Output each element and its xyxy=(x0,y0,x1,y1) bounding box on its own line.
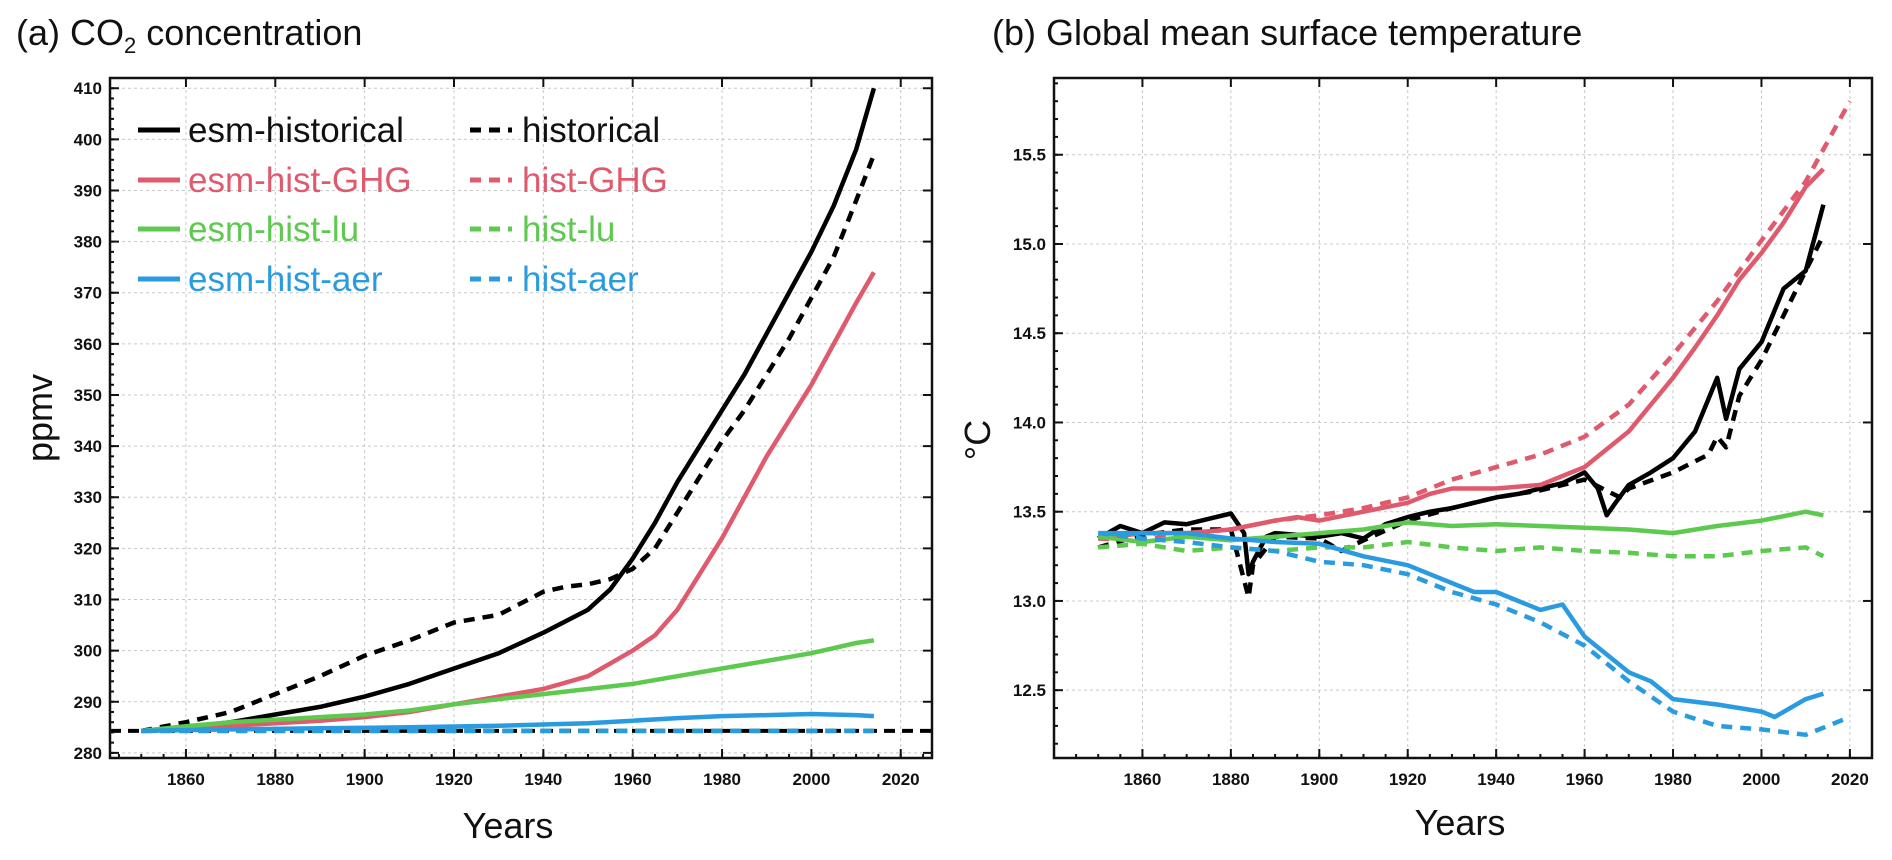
x-tick-label: 2000 xyxy=(792,770,830,789)
series-line-esm-hist-aer xyxy=(1098,530,1825,720)
y-tick-label: 14.0 xyxy=(1013,413,1046,432)
x-tick-label: 2020 xyxy=(1831,770,1869,789)
legend-label-esm-hist-aer: esm-hist-aer xyxy=(188,260,383,299)
series-line-historical xyxy=(140,153,876,734)
panel-b-ylabel: °C xyxy=(957,420,998,460)
x-tick-label: 1960 xyxy=(1566,770,1604,789)
y-tick-label: 310 xyxy=(74,591,102,610)
panel-b-title: (b) Global mean surface temperature xyxy=(992,12,1582,53)
series-line-esm-hist-ghg xyxy=(1097,167,1825,541)
series-line-esm-historical xyxy=(141,87,877,734)
panel-b-ticks: 1860 1880 1900 1920 1940 1960 1980 2000 2020 12.5… xyxy=(1013,78,1873,789)
y-tick-label: 380 xyxy=(74,233,102,252)
series-line-hist-aer xyxy=(1097,530,1851,738)
panel-b-series xyxy=(1097,100,1852,738)
legend-label-esm-hist-lu: esm-hist-lu xyxy=(188,210,359,249)
panel-a-legend: esm-historical esm-hist-GHG esm-hist-lu esm… xyxy=(138,111,668,299)
legend-label-esm-historical: esm-historical xyxy=(188,111,404,150)
legend-label-historical: historical xyxy=(522,111,660,150)
panel-a-ticks: 1860 1880 1900 1920 1940 1960 1980 2000 2020 280 2… xyxy=(74,77,932,789)
x-tick-label: 1940 xyxy=(1477,770,1515,789)
panel-a-title: (a) CO2 concentration xyxy=(16,12,362,58)
x-tick-label: 2000 xyxy=(1743,770,1781,789)
x-tick-label: 1860 xyxy=(1124,770,1162,789)
x-tick-label: 1860 xyxy=(167,770,205,789)
y-tick-label: 14.5 xyxy=(1013,324,1046,343)
series-line-hist-lu xyxy=(1098,539,1825,559)
panel-a-xlabel: Years xyxy=(463,805,554,846)
y-tick-label: 360 xyxy=(74,335,102,354)
series-line-historical xyxy=(1097,234,1826,600)
plot-area xyxy=(110,87,932,734)
panel-a-grid xyxy=(110,78,932,758)
legend-label-hist-aer: hist-aer xyxy=(522,260,639,299)
x-tick-label: 1960 xyxy=(614,770,652,789)
series-line-esm-hist-ghg xyxy=(141,271,876,734)
y-tick-label: 370 xyxy=(74,284,102,303)
x-tick-label: 1920 xyxy=(435,770,473,789)
y-tick-label: 12.5 xyxy=(1013,681,1046,700)
y-tick-label: 15.5 xyxy=(1013,146,1046,165)
panel-a: (a) CO2 concentration 1860 1880 1900 1920 19… xyxy=(16,12,934,846)
legend-label-hist-ghg: hist-GHG xyxy=(522,161,668,200)
x-tick-label: 1920 xyxy=(1389,770,1427,789)
series-line-esm-hist-aer xyxy=(141,711,875,734)
y-tick-label: 340 xyxy=(74,437,102,456)
x-tick-label: 1900 xyxy=(1300,770,1338,789)
y-tick-label: 280 xyxy=(74,744,102,763)
panel-b-xlabel: Years xyxy=(1415,802,1506,843)
x-tick-label: 1900 xyxy=(346,770,384,789)
y-tick-label: 15.0 xyxy=(1013,235,1046,254)
series-line-esm-hist-lu xyxy=(141,638,875,734)
panel-a-series xyxy=(110,87,932,734)
y-tick-label: 350 xyxy=(74,386,102,405)
legend-label-hist-lu: hist-lu xyxy=(522,210,615,249)
y-tick-label: 300 xyxy=(74,642,102,661)
y-tick-label: 13.5 xyxy=(1013,503,1046,522)
plot-area xyxy=(1097,100,1852,738)
panel-b: (b) Global mean surface temperature 1860… xyxy=(957,12,1874,843)
series-line-hist-ghg xyxy=(1098,100,1852,543)
panel-b-frame xyxy=(1052,76,1874,760)
y-tick-label: 330 xyxy=(74,488,102,507)
y-tick-label: 410 xyxy=(74,79,102,98)
y-tick-label: 290 xyxy=(74,693,102,712)
panel-b-grid xyxy=(1054,78,1872,758)
legend-label-esm-hist-ghg: esm-hist-GHG xyxy=(188,161,412,200)
series-line-esm-historical xyxy=(1097,204,1826,577)
y-tick-label: 400 xyxy=(74,130,102,149)
x-tick-label: 1880 xyxy=(256,770,294,789)
y-tick-label: 390 xyxy=(74,181,102,200)
x-tick-label: 1980 xyxy=(703,770,741,789)
panel-a-ylabel: ppmv xyxy=(19,374,60,462)
y-tick-label: 13.0 xyxy=(1013,592,1046,611)
x-tick-label: 1940 xyxy=(524,770,562,789)
x-tick-label: 1880 xyxy=(1212,770,1250,789)
x-tick-label: 2020 xyxy=(882,770,920,789)
x-tick-label: 1980 xyxy=(1654,770,1692,789)
y-tick-label: 320 xyxy=(74,539,102,558)
